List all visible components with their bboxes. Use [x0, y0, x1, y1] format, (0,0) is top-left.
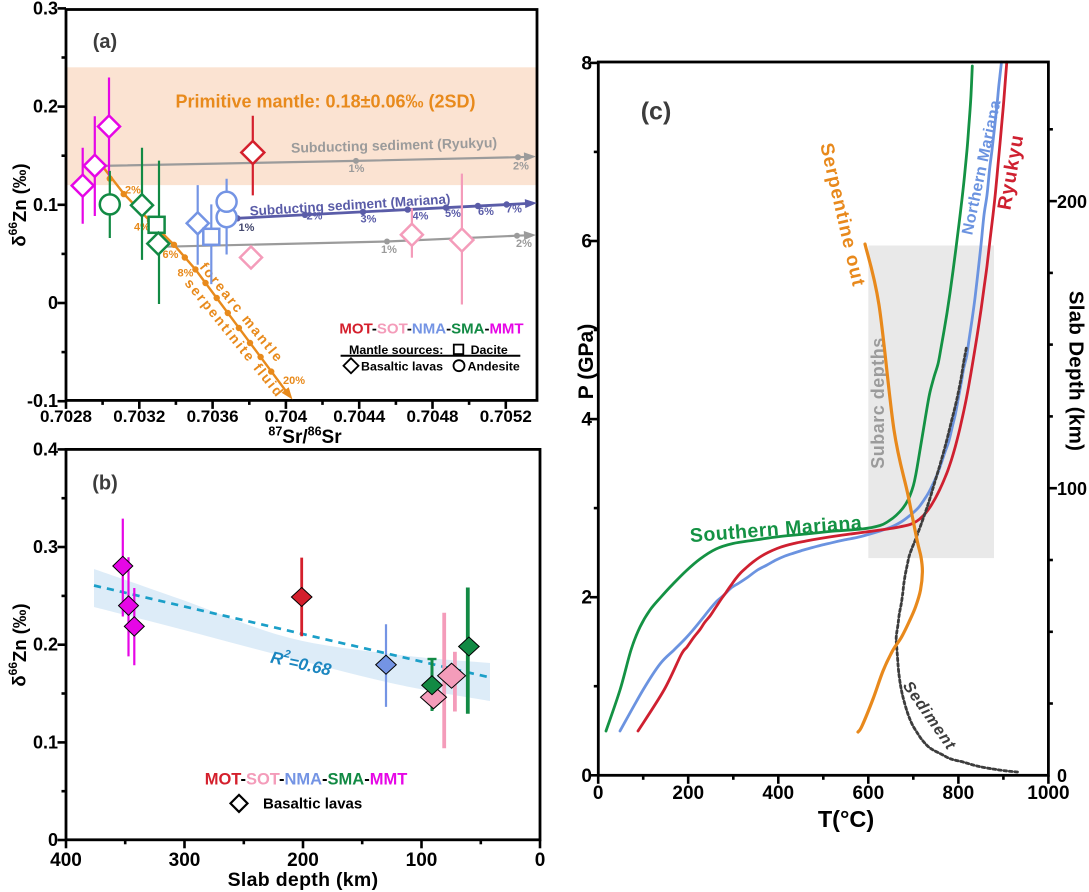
svg-text:200: 200: [672, 783, 704, 804]
svg-text:4%: 4%: [413, 211, 429, 223]
svg-text:0: 0: [581, 766, 592, 787]
svg-text:0: 0: [593, 783, 604, 804]
svg-text:6%: 6%: [478, 206, 494, 218]
svg-text:T(°C): T(°C): [818, 806, 874, 832]
svg-text:1%: 1%: [381, 244, 397, 256]
svg-text:Basaltic lavas: Basaltic lavas: [263, 796, 362, 813]
svg-text:Basaltic lavas: Basaltic lavas: [361, 360, 443, 374]
svg-text:6%: 6%: [163, 249, 179, 261]
svg-text:(a): (a): [93, 31, 117, 53]
svg-text:Subarc depths: Subarc depths: [868, 337, 888, 469]
svg-text:2%: 2%: [516, 238, 532, 250]
svg-text:1000: 1000: [1027, 783, 1069, 804]
svg-text:0.7028: 0.7028: [40, 407, 92, 426]
svg-text:Dacite: Dacite: [471, 343, 508, 357]
svg-text:8%: 8%: [178, 268, 194, 280]
svg-text:800: 800: [943, 783, 975, 804]
svg-text:1%: 1%: [349, 163, 365, 175]
svg-text:0: 0: [1057, 766, 1067, 786]
svg-text:(c): (c): [641, 98, 672, 126]
svg-text:6: 6: [581, 232, 592, 253]
svg-text:0: 0: [48, 293, 58, 313]
svg-text:Mantle sources:: Mantle sources:: [349, 343, 443, 357]
svg-text:20%: 20%: [283, 375, 305, 387]
svg-text:0.2: 0.2: [33, 635, 58, 655]
svg-text:100: 100: [1057, 479, 1087, 499]
svg-text:2%: 2%: [513, 161, 529, 173]
svg-text:2%: 2%: [125, 185, 141, 197]
svg-text:Slab depth (km): Slab depth (km): [228, 869, 379, 891]
svg-text:200: 200: [1057, 192, 1087, 212]
svg-text:87Sr/86Sr: 87Sr/86Sr: [268, 425, 342, 449]
svg-text:0.4: 0.4: [33, 439, 58, 459]
svg-text:0: 0: [535, 850, 546, 871]
svg-text:0.1: 0.1: [33, 195, 58, 215]
svg-text:Andesite: Andesite: [468, 360, 520, 374]
svg-text:0.7032: 0.7032: [113, 407, 165, 426]
svg-text:0: 0: [48, 830, 58, 850]
svg-text:7%: 7%: [506, 204, 522, 216]
svg-text:P (GPa): P (GPa): [575, 324, 598, 399]
svg-text:300: 300: [169, 850, 201, 871]
svg-text:5%: 5%: [445, 208, 461, 220]
svg-text:3%: 3%: [361, 214, 377, 226]
svg-text:0.2: 0.2: [33, 97, 58, 117]
svg-text:Slab Depth (km): Slab Depth (km): [1065, 291, 1088, 452]
svg-text:0.7044: 0.7044: [333, 407, 386, 426]
svg-text:MOT-SOT-NMA-SMA-MMT: MOT-SOT-NMA-SMA-MMT: [339, 321, 523, 338]
svg-text:0.1: 0.1: [33, 732, 58, 752]
svg-text:0.3: 0.3: [33, 537, 58, 557]
svg-text:1%: 1%: [239, 222, 255, 234]
svg-text:0.7048: 0.7048: [407, 407, 459, 426]
svg-text:2: 2: [581, 588, 592, 609]
svg-text:Subducting sediment (Ryukyu): Subducting sediment (Ryukyu): [291, 134, 497, 155]
svg-text:200: 200: [287, 850, 319, 871]
svg-text:600: 600: [852, 783, 884, 804]
svg-text:400: 400: [50, 850, 82, 871]
svg-text:0.3: 0.3: [33, 0, 58, 18]
svg-text:0.7052: 0.7052: [480, 407, 532, 426]
svg-text:8: 8: [581, 53, 592, 74]
svg-text:0.7036: 0.7036: [187, 407, 239, 426]
svg-text:4: 4: [581, 410, 592, 431]
svg-text:100: 100: [406, 850, 438, 871]
svg-text:2%: 2%: [307, 211, 323, 223]
svg-text:Primitive mantle: 0.18±0.06‰ (: Primitive mantle: 0.18±0.06‰ (2SD): [176, 92, 476, 112]
svg-text:(b): (b): [92, 473, 118, 495]
svg-text:0.704: 0.704: [265, 407, 308, 426]
svg-text:MOT-SOT-NMA-SMA-MMT: MOT-SOT-NMA-SMA-MMT: [205, 771, 408, 789]
svg-text:-0.1: -0.1: [27, 391, 58, 411]
svg-text:400: 400: [762, 783, 794, 804]
